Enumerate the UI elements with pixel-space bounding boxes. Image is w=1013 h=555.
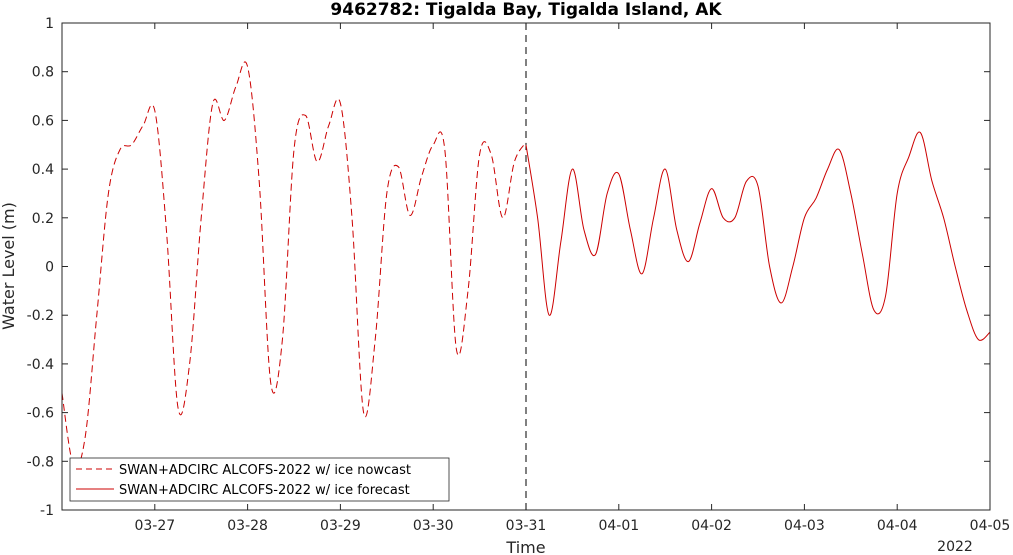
x-tick-label: 04-03: [784, 518, 825, 534]
year-label: 2022: [937, 539, 973, 555]
y-tick-label: -0.4: [27, 357, 54, 373]
x-tick-label: 03-30: [413, 518, 454, 534]
y-tick-label: -0.8: [27, 454, 54, 470]
legend-forecast-label: SWAN+ADCIRC ALCOFS-2022 w/ ice forecast: [119, 483, 410, 498]
y-tick-label: -0.2: [27, 308, 54, 324]
x-axis-label: Time: [505, 538, 545, 555]
plot-frame: [61, 22, 991, 511]
series-layer: [61, 61, 991, 469]
x-tick-label: 04-04: [877, 518, 918, 534]
y-tick-label: -1: [40, 503, 54, 519]
chart-title: 9462782: Tigalda Bay, Tigalda Island, AK: [330, 0, 722, 20]
x-axis-ticks: 03-27 03-28 03-29 03-30 03-31 04-01 04-02 04-03…: [134, 23, 1010, 534]
nowcast-series-line: [61, 61, 527, 469]
y-tick-label: -0.6: [27, 406, 54, 422]
x-tick-label: 03-31: [506, 518, 547, 534]
y-tick-label: 1: [45, 16, 54, 32]
y-tick-label: 0.6: [32, 113, 54, 129]
legend-nowcast-label: SWAN+ADCIRC ALCOFS-2022 w/ ice nowcast: [119, 463, 411, 478]
x-tick-label: 03-29: [320, 518, 361, 534]
y-tick-label: 0.4: [32, 162, 54, 178]
y-tick-label: 0.8: [32, 65, 54, 81]
legend: SWAN+ADCIRC ALCOFS-2022 w/ ice nowcast S…: [69, 457, 450, 502]
x-tick-label: 04-02: [691, 518, 732, 534]
x-tick-label: 04-05: [970, 518, 1011, 534]
forecast-series-line: [525, 131, 991, 341]
y-axis-label: Water Level (m): [0, 202, 18, 330]
legend-box: [69, 457, 450, 502]
x-tick-label: 03-28: [227, 518, 268, 534]
x-tick-label: 04-01: [598, 518, 639, 534]
y-axis-ticks: -1 -0.8 -0.6 -0.4 -0.2 0 0.2 0.4 0.6 0.8 1: [27, 16, 990, 519]
y-tick-label: 0: [45, 260, 54, 276]
x-tick-label: 03-27: [134, 518, 175, 534]
y-tick-label: 0.2: [32, 211, 54, 227]
